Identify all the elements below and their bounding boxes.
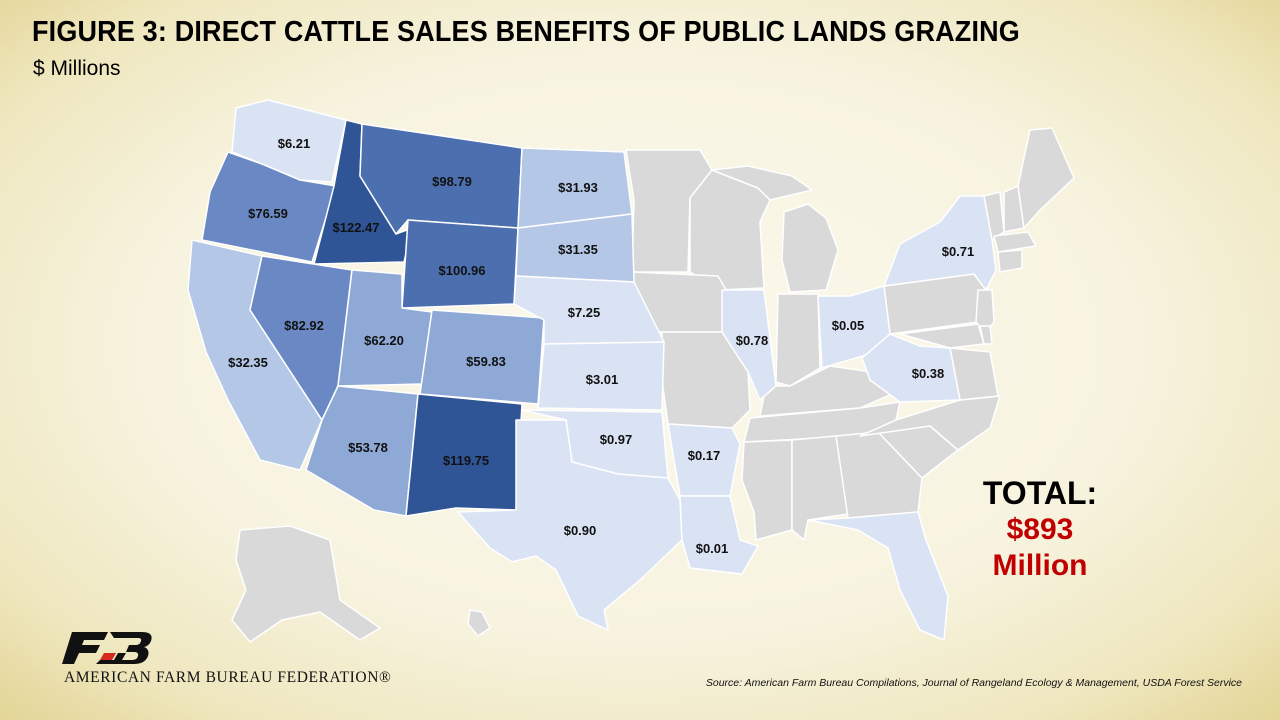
state-massachusetts: [993, 231, 1037, 253]
value-label-idaho: $122.47: [333, 220, 380, 235]
state-indiana: [775, 293, 821, 387]
logo-accent: [100, 653, 116, 660]
state-michigan-lp: [781, 203, 839, 293]
state-maine: [1017, 127, 1075, 229]
figure-subtitle: $ Millions: [33, 57, 121, 80]
value-label-montana: $98.79: [432, 174, 472, 189]
state-michigan-up: [711, 165, 813, 201]
value-label-oregon: $76.59: [248, 206, 288, 221]
total-unit: Million: [992, 549, 1088, 582]
value-label-west-virginia: $0.38: [912, 366, 945, 381]
source-note: Source: American Farm Bureau Compilation…: [705, 677, 1242, 689]
state-washington: [231, 99, 347, 183]
state-kansas: [537, 341, 665, 411]
total-callout: TOTAL: $893 Million: [960, 474, 1120, 584]
state-new-mexico: [405, 393, 523, 517]
state-delaware: [979, 325, 993, 345]
state-connecticut: [997, 249, 1023, 273]
value-label-arizona: $53.78: [348, 440, 388, 455]
state-louisiana: [679, 495, 759, 575]
value-label-nebraska: $7.25: [568, 305, 601, 320]
value-label-illinois: $0.78: [736, 333, 769, 348]
value-label-north-dakota: $31.93: [558, 180, 598, 195]
state-texas: [457, 419, 683, 631]
state-hawaii: [467, 609, 491, 637]
value-label-new-mexico: $119.75: [443, 453, 489, 468]
total-value: $893: [1006, 513, 1074, 546]
value-label-south-dakota: $31.35: [558, 242, 598, 257]
value-label-wyoming: $100.96: [439, 263, 486, 278]
state-west-virginia: [861, 333, 961, 403]
value-label-nevada: $82.92: [284, 318, 324, 333]
state-minnesota: [625, 149, 713, 273]
figure-title: FIGURE 3: DIRECT CATTLE SALES BENEFITS O…: [32, 16, 1020, 48]
value-label-utah: $62.20: [364, 333, 404, 348]
value-label-oklahoma: $0.97: [600, 432, 633, 447]
value-label-louisiana: $0.01: [696, 541, 729, 556]
value-label-california: $32.35: [228, 355, 268, 370]
state-florida: [807, 511, 949, 641]
value-label-texas: $0.90: [564, 523, 597, 538]
organization-name: AMERICAN FARM BUREAU FEDERATION®: [64, 669, 392, 686]
state-new-york: [883, 195, 997, 291]
state-mississippi: [741, 439, 793, 541]
value-label-kansas: $3.01: [586, 372, 619, 387]
value-label-ohio: $0.05: [832, 318, 865, 333]
afbf-logo: [62, 632, 152, 664]
state-alaska: [231, 525, 381, 643]
value-label-colorado: $59.83: [466, 354, 506, 369]
value-label-washington: $6.21: [278, 136, 311, 151]
state-arkansas: [667, 423, 741, 497]
total-label: TOTAL:: [982, 475, 1098, 511]
value-label-new-york: $0.71: [942, 244, 975, 259]
state-north-carolina: [859, 395, 1001, 451]
value-label-arkansas: $0.17: [688, 448, 721, 463]
state-illinois: [721, 289, 777, 401]
